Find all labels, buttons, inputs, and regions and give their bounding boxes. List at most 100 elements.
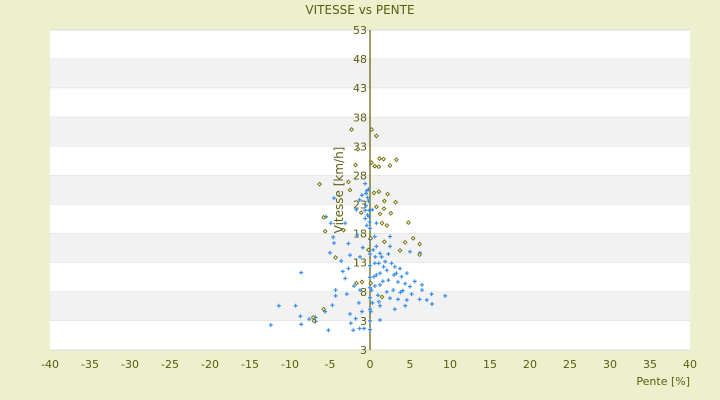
data-point-blue xyxy=(420,288,424,293)
data-point-blue xyxy=(396,297,400,302)
data-point-olive xyxy=(379,294,385,300)
data-point-blue xyxy=(374,221,379,226)
data-point-blue xyxy=(299,322,304,327)
data-point-blue xyxy=(365,195,370,200)
data-point-blue xyxy=(378,318,382,323)
data-point-olive xyxy=(355,146,361,152)
data-point-olive xyxy=(410,235,416,241)
data-point-blue xyxy=(392,272,396,277)
data-point-blue xyxy=(392,307,397,312)
data-point-blue xyxy=(368,226,372,231)
data-point-blue xyxy=(378,282,382,287)
data-point-blue xyxy=(376,299,381,304)
data-point-blue xyxy=(404,271,409,276)
data-point-olive xyxy=(417,241,423,247)
data-point-olive xyxy=(365,247,371,253)
data-point-olive xyxy=(369,160,375,166)
y-tick-label: 33 xyxy=(353,140,367,153)
data-point-blue xyxy=(400,288,405,293)
data-point-blue xyxy=(378,251,382,256)
data-point-olive xyxy=(384,223,390,228)
y-tick-label: 3 xyxy=(360,315,367,328)
data-point-olive xyxy=(385,191,391,197)
data-point-blue xyxy=(408,284,412,289)
data-point-olive xyxy=(397,248,403,253)
data-point-blue xyxy=(323,309,328,314)
data-point-blue xyxy=(376,293,380,298)
data-point-blue xyxy=(384,268,389,273)
x-tick-label: 25 xyxy=(563,358,577,371)
data-point-olive xyxy=(349,127,355,132)
data-point-olive xyxy=(376,189,382,195)
y-tick-label: 13 xyxy=(353,257,367,270)
data-point-olive xyxy=(310,314,316,320)
data-point-blue xyxy=(366,187,371,192)
data-point-blue xyxy=(398,290,403,295)
data-point-blue xyxy=(360,193,364,198)
data-point-blue xyxy=(378,303,382,308)
data-point-olive xyxy=(377,211,383,217)
data-point-blue xyxy=(378,271,382,276)
data-point-blue xyxy=(352,284,356,288)
data-point-blue xyxy=(363,208,368,213)
data-point-blue xyxy=(368,285,372,290)
data-point-blue xyxy=(388,296,392,301)
data-point-blue xyxy=(333,288,338,293)
x-tick-label: -40 xyxy=(41,358,59,371)
data-point-blue xyxy=(369,288,374,293)
data-point-blue xyxy=(360,309,364,314)
data-point-blue xyxy=(366,199,371,204)
data-point-blue xyxy=(330,303,335,308)
data-point-blue xyxy=(386,252,391,256)
data-point-blue xyxy=(357,326,362,331)
data-point-blue xyxy=(430,302,434,307)
data-point-blue xyxy=(343,221,348,226)
data-point-blue xyxy=(424,297,429,302)
data-point-blue xyxy=(354,207,359,212)
data-point-olive xyxy=(321,214,327,220)
x-tick-label: -35 xyxy=(81,358,99,371)
data-point-blue xyxy=(389,261,394,266)
x-tick-label: -25 xyxy=(161,358,179,371)
data-point-blue xyxy=(351,328,356,333)
data-point-blue xyxy=(383,259,388,264)
data-point-blue xyxy=(376,261,381,266)
data-point-blue xyxy=(403,281,408,286)
data-point-blue xyxy=(368,275,372,280)
data-point-blue xyxy=(348,253,352,258)
y-tick-label: 38 xyxy=(353,111,367,124)
x-tick-label: 15 xyxy=(483,358,497,371)
data-point-blue xyxy=(368,252,372,256)
data-point-olive xyxy=(388,210,394,216)
data-point-blue xyxy=(326,328,331,333)
data-point-blue xyxy=(372,284,377,288)
data-point-olive xyxy=(373,204,379,210)
x-axis-label: Pente [%] xyxy=(636,375,690,388)
data-point-blue xyxy=(412,279,417,284)
data-point-blue xyxy=(371,247,376,252)
data-point-olive xyxy=(373,133,379,139)
data-point-blue xyxy=(374,272,379,277)
data-point-blue xyxy=(276,303,281,308)
data-point-blue xyxy=(364,203,368,208)
y-axis-label: Vitesse [km/h] xyxy=(332,147,346,234)
data-point-blue xyxy=(348,311,352,316)
x-tick-label: -5 xyxy=(325,358,336,371)
data-point-blue xyxy=(355,232,360,237)
data-point-blue xyxy=(368,309,373,314)
data-point-blue xyxy=(364,223,369,228)
data-point-blue xyxy=(372,261,377,266)
x-tick-label: 30 xyxy=(603,358,617,371)
data-point-olive xyxy=(381,198,387,204)
data-point-olive xyxy=(393,157,399,163)
data-point-blue xyxy=(332,240,336,245)
data-point-blue xyxy=(372,274,376,279)
data-point-blue xyxy=(268,322,273,327)
data-point-olive xyxy=(417,252,423,258)
data-point-blue xyxy=(356,300,361,305)
data-point-blue xyxy=(394,271,399,276)
x-tick-label: -15 xyxy=(241,358,259,371)
data-point-blue xyxy=(404,297,409,302)
data-point-olive xyxy=(369,127,375,132)
